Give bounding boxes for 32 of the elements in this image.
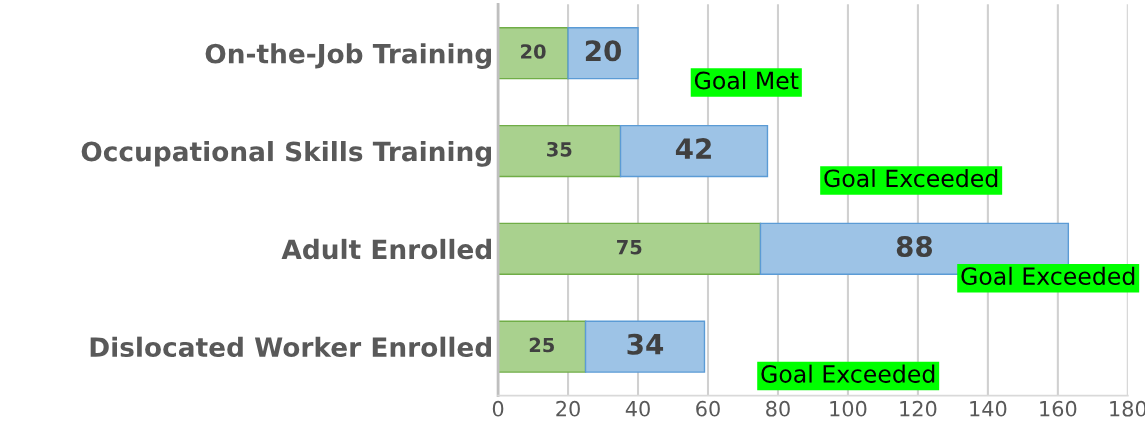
annotation: Goal Exceeded (961, 266, 1135, 286)
data-label: 75 (617, 240, 642, 255)
x-tick-label: 40 (625, 400, 650, 417)
bar (498, 222, 762, 275)
bar (498, 27, 569, 80)
x-tick-label: 60 (696, 400, 720, 417)
bar (584, 320, 706, 373)
annotation: Goal Met (694, 71, 799, 90)
y-tick-label: Occupational Skills Training (81, 141, 491, 167)
bar (619, 124, 769, 178)
y-tick-label: Adult Enrolled (281, 238, 491, 260)
data-label: 88 (896, 235, 933, 257)
y-tick-label: Dislocated Worker Enrolled (90, 336, 491, 358)
data-label: 20 (521, 44, 546, 59)
y-tick-label: On-the-Job Training (205, 43, 491, 69)
data-label: 42 (675, 138, 711, 159)
bar (498, 124, 622, 178)
x-tick-label: 120 (900, 400, 937, 417)
x-tick-label: 160 (1040, 400, 1077, 417)
x-tick-label: 100 (830, 400, 867, 417)
data-label: 34 (627, 333, 664, 355)
x-tick-label: 0 (492, 400, 504, 417)
annotation: Goal Exceeded (761, 364, 935, 383)
data-label: 20 (585, 40, 622, 62)
data-label: 35 (547, 141, 572, 157)
x-tick-label: 20 (556, 400, 580, 417)
x-tick-label: 140 (970, 400, 1007, 417)
x-tick-label: 80 (766, 400, 790, 417)
annotation: Goal Exceeded (824, 168, 998, 188)
bar (498, 320, 587, 373)
bar (567, 27, 639, 80)
data-label: 25 (529, 337, 554, 353)
